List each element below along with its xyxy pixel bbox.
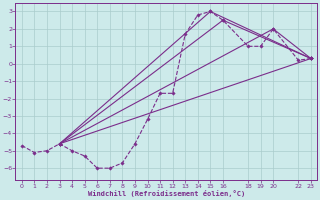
X-axis label: Windchill (Refroidissement éolien,°C): Windchill (Refroidissement éolien,°C)	[88, 190, 245, 197]
